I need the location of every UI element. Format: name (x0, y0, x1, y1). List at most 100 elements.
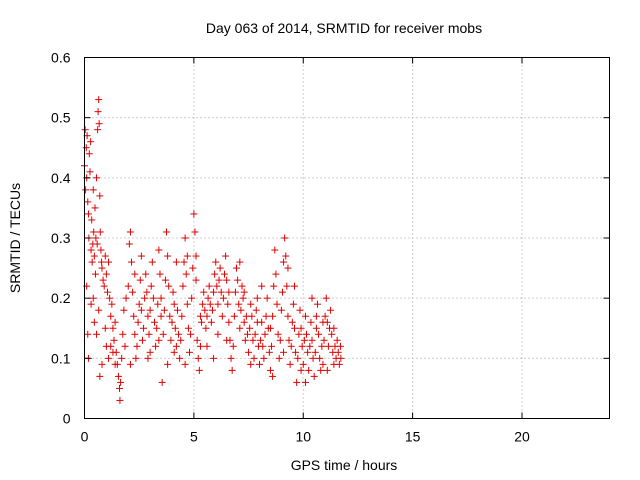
data-point (189, 264, 197, 272)
data-point (293, 378, 301, 386)
data-point (84, 330, 92, 338)
data-point (266, 366, 274, 374)
data-point (198, 318, 206, 326)
data-point (200, 288, 208, 296)
data-point (82, 186, 90, 194)
data-point (250, 354, 258, 362)
data-point (301, 378, 309, 386)
data-point (82, 144, 90, 152)
data-point (210, 354, 218, 362)
data-point (294, 354, 302, 362)
grid (84, 57, 610, 419)
data-point (303, 330, 311, 338)
data-point (233, 264, 241, 272)
data-point (169, 288, 177, 296)
data-point (92, 234, 100, 242)
data-point (286, 360, 294, 368)
data-point (297, 366, 305, 374)
y-tick-labels: 0 0.1 0.2 0.3 0.4 0.5 0.6 (51, 50, 71, 427)
data-point (296, 306, 304, 314)
data-point (155, 246, 163, 254)
data-point (167, 336, 175, 344)
data-point (236, 324, 244, 332)
data-point (108, 300, 116, 308)
data-point (277, 306, 285, 314)
data-point (304, 348, 312, 356)
data-point (230, 312, 238, 320)
data-point (107, 312, 115, 320)
data-point (266, 324, 274, 332)
data-point (168, 318, 176, 326)
data-point (237, 306, 245, 314)
data-point (148, 258, 156, 266)
data-point (241, 336, 249, 344)
data-point (178, 312, 186, 320)
data-point (109, 348, 117, 356)
data-point (105, 258, 113, 266)
data-point (289, 300, 297, 308)
data-point (191, 228, 199, 236)
data-point (143, 288, 151, 296)
data-point (187, 330, 195, 338)
data-point (223, 336, 231, 344)
data-point (247, 360, 255, 368)
chart-title: Day 063 of 2014, SRMTID for receiver mob… (206, 20, 482, 36)
data-point (276, 336, 284, 344)
data-point (98, 264, 106, 272)
data-point (188, 294, 196, 302)
data-point (131, 270, 139, 278)
data-point (138, 336, 146, 344)
data-point (258, 282, 266, 290)
data-point (166, 312, 174, 320)
data-point (319, 360, 327, 368)
data-point (192, 252, 200, 260)
data-point (144, 312, 152, 320)
data-point (84, 198, 92, 206)
data-point (308, 294, 316, 302)
data-point (248, 312, 256, 320)
data-point (137, 252, 145, 260)
data-point (213, 282, 221, 290)
data-point (288, 318, 296, 326)
data-point (87, 138, 95, 146)
data-point (268, 342, 276, 350)
data-point (282, 252, 290, 260)
data-point (118, 354, 126, 362)
data-point (330, 324, 338, 332)
data-point (251, 330, 259, 338)
data-point (130, 312, 138, 320)
data-point (155, 336, 163, 344)
data-point (308, 336, 316, 344)
data-point (231, 288, 239, 296)
data-point (309, 354, 317, 362)
x-tick-label: 10 (295, 429, 311, 445)
data-point (141, 294, 149, 302)
data-point (323, 366, 331, 374)
data-point (173, 306, 181, 314)
data-point (181, 234, 189, 242)
data-point (284, 264, 292, 272)
data-point (170, 300, 178, 308)
data-point (274, 330, 282, 338)
data-point (202, 324, 210, 332)
data-point (147, 282, 155, 290)
data-point (252, 306, 260, 314)
data-point (93, 240, 101, 248)
data-point (181, 360, 189, 368)
data-point (240, 288, 248, 296)
data-point (120, 306, 128, 314)
data-point (101, 252, 109, 260)
data-point (106, 294, 114, 302)
data-point (100, 282, 108, 290)
data-point (196, 342, 204, 350)
data-point (319, 318, 327, 326)
data-point (149, 294, 157, 302)
x-tick-labels: 0 5 10 15 20 (81, 429, 530, 445)
data-point (203, 312, 211, 320)
data-point (258, 318, 266, 326)
data-point (183, 300, 191, 308)
data-point (214, 300, 222, 308)
data-point (96, 228, 104, 236)
data-point (269, 312, 277, 320)
data-point (310, 372, 318, 380)
